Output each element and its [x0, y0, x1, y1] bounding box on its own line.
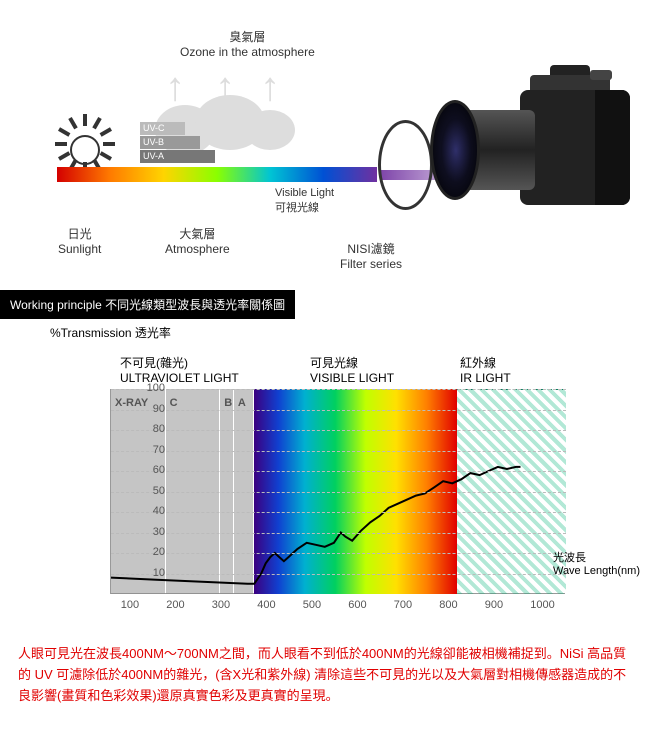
uv-bars: UV-CUV-BUV-A [140, 122, 215, 164]
description-text: 人眼可見光在波長400NM～700NM之間，而人眼看不到低於400NM的光線卻能… [0, 629, 650, 721]
top-diagram: 日光Sunlight ↑↑↑ 臭氣層Ozone in the atmospher… [0, 0, 650, 290]
x-axis-label: 光波長Wave Length(nm) [553, 549, 640, 577]
y-axis-label: %Transmission 透光率 [50, 324, 171, 341]
filter-label: NISI濾鏡Filter series [340, 240, 402, 271]
visible-light-label: Visible Light可視光線 [275, 187, 334, 215]
filter-icon [378, 120, 433, 210]
atmosphere-label: 大氣層Atmosphere [165, 225, 230, 256]
spectrum-bar [57, 167, 377, 182]
camera-icon [430, 60, 630, 230]
sun-label: 日光Sunlight [58, 225, 101, 256]
plot-area: X-RAYCBA [110, 389, 565, 594]
uv-band-label: 不可見(雜光)ULTRAVIOLET LIGHT [120, 354, 239, 385]
ir-band-label: 紅外線IR LIGHT [460, 354, 511, 385]
section-title: Working principle 不同光線類型波長與透光率關係圖 [0, 290, 295, 319]
visible-band-label: 可見光線VISIBLE LIGHT [310, 354, 394, 385]
transmission-chart: %Transmission 透光率 不可見(雜光)ULTRAVIOLET LIG… [50, 349, 630, 629]
ozone-label: 臭氣層Ozone in the atmosphere [180, 28, 315, 59]
